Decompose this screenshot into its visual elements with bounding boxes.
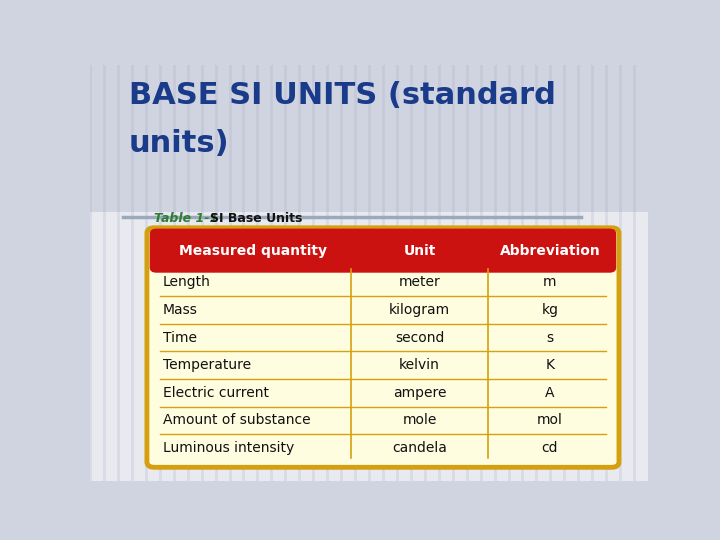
Text: BASE SI UNITS (standard: BASE SI UNITS (standard bbox=[129, 82, 556, 111]
FancyBboxPatch shape bbox=[147, 228, 619, 467]
Text: Mass: Mass bbox=[163, 303, 197, 317]
Text: m: m bbox=[543, 275, 557, 289]
Text: s: s bbox=[546, 330, 554, 345]
Text: kelvin: kelvin bbox=[399, 358, 440, 372]
Text: Electric current: Electric current bbox=[163, 386, 269, 400]
FancyBboxPatch shape bbox=[150, 228, 616, 273]
Text: meter: meter bbox=[399, 275, 441, 289]
Text: Table 1-1: Table 1-1 bbox=[154, 212, 218, 225]
Text: Time: Time bbox=[163, 330, 197, 345]
Text: Amount of substance: Amount of substance bbox=[163, 414, 310, 428]
Bar bbox=[90, 212, 648, 481]
Text: A: A bbox=[545, 386, 554, 400]
Text: Abbreviation: Abbreviation bbox=[500, 244, 600, 258]
Text: ampere: ampere bbox=[393, 386, 446, 400]
Text: Unit: Unit bbox=[403, 244, 436, 258]
Text: mol: mol bbox=[537, 414, 563, 428]
Text: K: K bbox=[546, 358, 554, 372]
Text: candela: candela bbox=[392, 441, 447, 455]
Text: Length: Length bbox=[163, 275, 210, 289]
Text: Luminous intensity: Luminous intensity bbox=[163, 441, 294, 455]
Text: Temperature: Temperature bbox=[163, 358, 251, 372]
Text: Measured quantity: Measured quantity bbox=[179, 244, 327, 258]
Text: units): units) bbox=[129, 129, 230, 158]
Text: mole: mole bbox=[402, 414, 437, 428]
Text: second: second bbox=[395, 330, 444, 345]
Text: kg: kg bbox=[541, 303, 559, 317]
Text: cd: cd bbox=[541, 441, 558, 455]
Text: SI Base Units: SI Base Units bbox=[210, 212, 302, 225]
Text: kilogram: kilogram bbox=[389, 303, 450, 317]
